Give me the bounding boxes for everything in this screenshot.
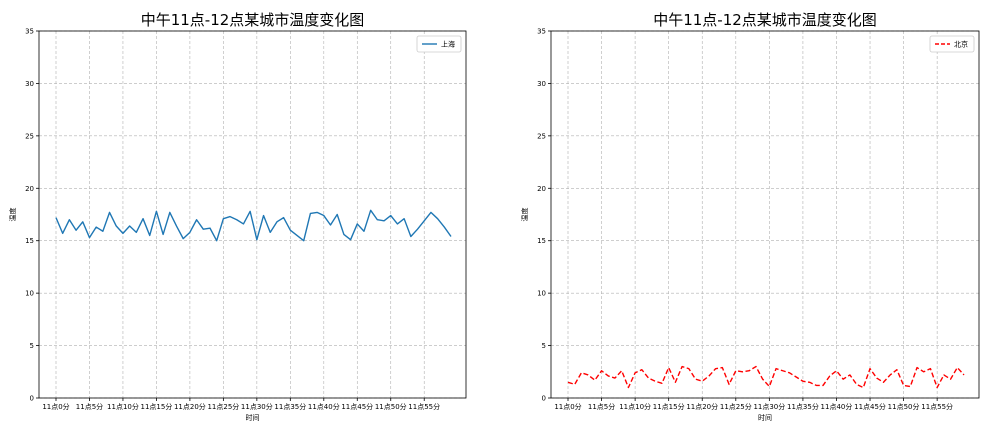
y-tick-label: 20 <box>537 185 546 193</box>
y-tick-label: 15 <box>25 237 34 245</box>
x-tick-label: 11点30分 <box>241 402 273 411</box>
x-tick-label: 11点0分 <box>42 402 69 411</box>
y-tick-label: 5 <box>30 342 34 350</box>
x-tick-label: 11点5分 <box>588 402 615 411</box>
y-tick-label: 0 <box>542 395 546 403</box>
x-tick-label: 11点5分 <box>76 402 103 411</box>
x-tick-label: 11点15分 <box>653 402 685 411</box>
x-tick-label: 11点25分 <box>207 402 239 411</box>
y-tick-label: 10 <box>25 290 34 298</box>
x-tick-label: 11点20分 <box>174 402 206 411</box>
legend-label: 北京 <box>954 40 968 49</box>
y-tick-label: 35 <box>537 28 546 36</box>
x-tick-label: 11点50分 <box>375 402 407 411</box>
x-tick-label: 11点10分 <box>107 402 139 411</box>
y-tick-label: 10 <box>537 290 546 298</box>
y-tick-label: 30 <box>537 80 546 88</box>
chart-title: 中午11点-12点某城市温度变化图 <box>653 11 877 29</box>
y-tick-label: 15 <box>537 237 546 245</box>
legend-box <box>929 35 975 53</box>
y-tick-label: 0 <box>30 395 34 403</box>
x-tick-label: 11点20分 <box>686 402 718 411</box>
x-tick-label: 11点55分 <box>408 402 440 411</box>
x-tick-label: 11点35分 <box>274 402 306 411</box>
axes-frame <box>550 30 980 399</box>
x-tick-label: 11点25分 <box>720 402 752 411</box>
x-tick-label: 11点0分 <box>554 402 581 411</box>
y-axis-label: 温度 <box>8 208 17 222</box>
x-tick-label: 11点10分 <box>619 402 651 411</box>
x-tick-label: 11点40分 <box>308 402 340 411</box>
x-tick-label: 11点15分 <box>141 402 173 411</box>
y-tick-label: 20 <box>25 185 34 193</box>
axes-frame <box>38 30 467 399</box>
series-line-0 <box>55 209 452 242</box>
chart-title: 中午11点-12点某城市温度变化图 <box>141 11 365 29</box>
y-tick-label: 25 <box>25 132 34 140</box>
series-line-0 <box>567 365 965 389</box>
y-axis-label: 温度 <box>520 208 529 222</box>
x-tick-label: 11点45分 <box>341 402 373 411</box>
x-tick-label: 11点45分 <box>854 402 886 411</box>
y-tick-label: 30 <box>25 80 34 88</box>
y-tick-label: 5 <box>542 342 546 350</box>
x-tick-label: 11点55分 <box>921 402 953 411</box>
x-tick-label: 11点35分 <box>787 402 819 411</box>
x-axis-label: 时间 <box>246 413 260 422</box>
legend-box <box>416 35 462 53</box>
x-axis-label: 时间 <box>758 413 772 422</box>
x-tick-label: 11点30分 <box>753 402 785 411</box>
legend-label: 上海 <box>441 40 455 49</box>
y-tick-label: 25 <box>537 132 546 140</box>
x-tick-label: 11点40分 <box>821 402 853 411</box>
x-tick-label: 11点50分 <box>888 402 920 411</box>
y-tick-label: 35 <box>25 28 34 36</box>
